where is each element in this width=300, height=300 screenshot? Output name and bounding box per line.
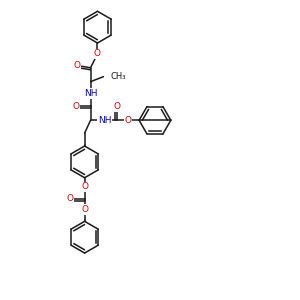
Text: O: O [114,102,121,111]
Text: O: O [73,61,80,70]
Text: O: O [72,102,79,111]
Text: O: O [125,116,132,125]
Text: O: O [66,194,73,203]
Text: O: O [81,182,88,191]
Text: CH₃: CH₃ [110,72,126,81]
Text: O: O [94,50,101,58]
Text: NH: NH [84,89,97,98]
Text: O: O [81,205,88,214]
Text: NH: NH [98,116,111,125]
